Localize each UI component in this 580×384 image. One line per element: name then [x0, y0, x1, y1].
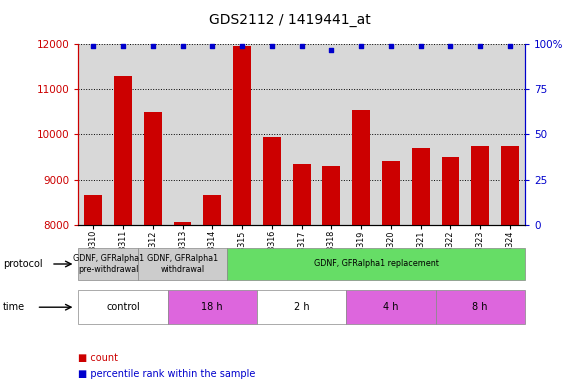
- Point: [476, 43, 485, 49]
- Text: time: time: [3, 302, 25, 312]
- Text: ■ percentile rank within the sample: ■ percentile rank within the sample: [78, 369, 256, 379]
- Bar: [412, 148, 430, 384]
- Bar: [293, 164, 310, 384]
- Point: [386, 43, 396, 49]
- Bar: [382, 161, 400, 384]
- Text: 18 h: 18 h: [201, 302, 223, 312]
- Text: GDNF, GFRalpha1
withdrawal: GDNF, GFRalpha1 withdrawal: [147, 254, 218, 274]
- Point: [148, 43, 157, 49]
- Bar: [173, 222, 191, 384]
- Bar: [84, 195, 102, 384]
- Text: protocol: protocol: [3, 259, 42, 269]
- Point: [297, 43, 306, 49]
- Bar: [114, 76, 132, 384]
- Point: [237, 43, 246, 49]
- Bar: [322, 166, 340, 384]
- Text: GDNF, GFRalpha1
pre-withdrawal: GDNF, GFRalpha1 pre-withdrawal: [72, 254, 144, 274]
- Point: [446, 43, 455, 49]
- Point: [118, 43, 128, 49]
- Point: [505, 43, 514, 49]
- Text: GDNF, GFRalpha1 replacement: GDNF, GFRalpha1 replacement: [314, 260, 438, 268]
- Point: [89, 43, 98, 49]
- Bar: [501, 146, 519, 384]
- Text: 2 h: 2 h: [294, 302, 309, 312]
- Bar: [352, 109, 370, 384]
- Bar: [472, 146, 489, 384]
- Bar: [233, 46, 251, 384]
- Point: [416, 43, 425, 49]
- Point: [208, 43, 217, 49]
- Text: ■ count: ■ count: [78, 353, 118, 363]
- Text: control: control: [106, 302, 140, 312]
- Bar: [204, 195, 221, 384]
- Point: [178, 43, 187, 49]
- Bar: [263, 137, 281, 384]
- Point: [267, 43, 277, 49]
- Text: GDS2112 / 1419441_at: GDS2112 / 1419441_at: [209, 13, 371, 27]
- Point: [327, 46, 336, 53]
- Text: 4 h: 4 h: [383, 302, 398, 312]
- Bar: [441, 157, 459, 384]
- Text: 8 h: 8 h: [473, 302, 488, 312]
- Bar: [144, 112, 162, 384]
- Point: [357, 43, 366, 49]
